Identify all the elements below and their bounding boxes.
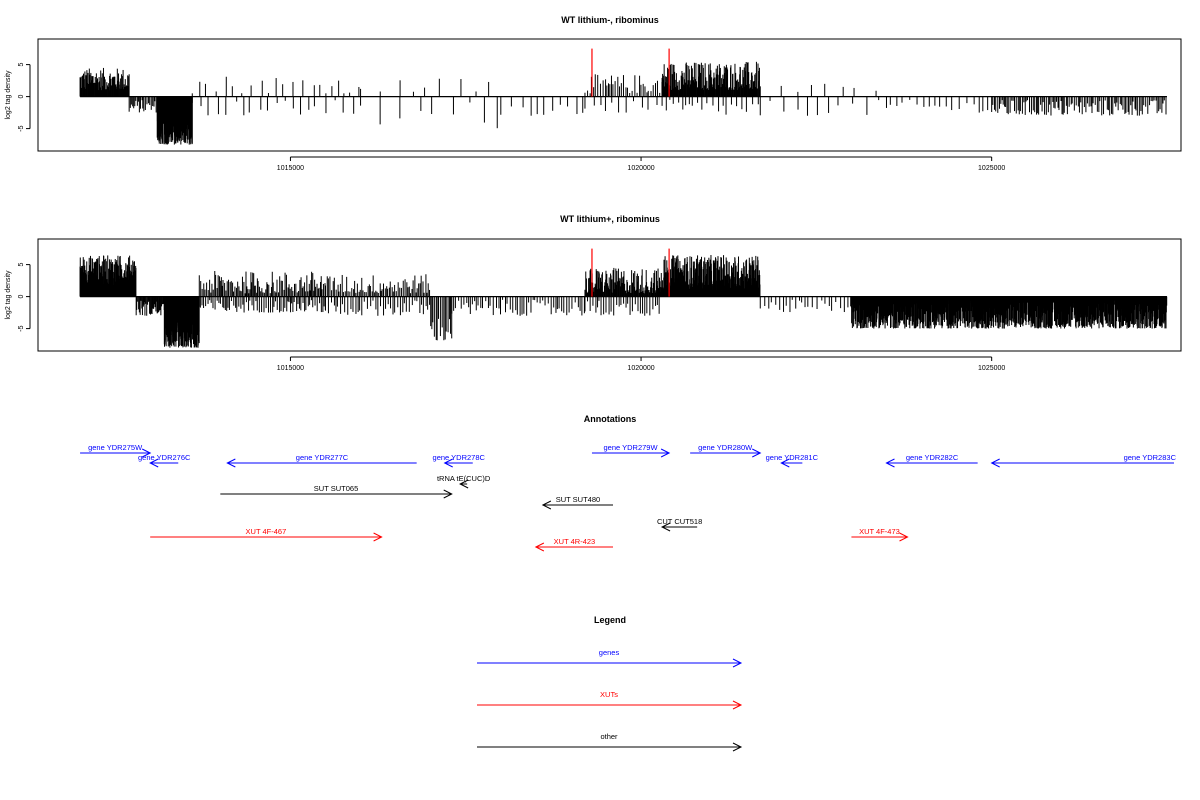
feature-label: XUT 4F-473	[859, 527, 900, 536]
marker-lines	[591, 48, 670, 97]
signal-bars	[79, 61, 1167, 145]
annotations-title: Annotations	[584, 414, 637, 424]
feature-label: SUT SUT480	[556, 495, 600, 504]
legend-entries: genes XUTs other	[477, 648, 743, 752]
y-tick-label: 0	[18, 95, 25, 99]
feature-arrow: XUT 4R-423	[534, 537, 614, 552]
x-tick-label: 1015000	[277, 165, 304, 172]
feature-label: gene YDR279W	[604, 443, 659, 452]
legend-entry: genes	[477, 648, 743, 668]
feature-label: gene YDR282C	[906, 453, 959, 462]
y-tick-label: -5	[18, 125, 25, 131]
x-tick-label: 1020000	[627, 165, 654, 172]
feature-label: gene YDR277C	[296, 453, 349, 462]
feature-arrow: SUT SUT065	[220, 484, 453, 499]
feature-label: gene YDR278C	[433, 453, 486, 462]
signal-panel-lithium-minus: WT lithium-, ribominus -5 0 5 1015000 10200…	[5, 15, 1182, 172]
panel-title: WT lithium-, ribominus	[561, 15, 659, 25]
y-axis: -5 0 5	[18, 263, 31, 332]
y-tick-label: 0	[18, 295, 25, 299]
signal-panel-lithium-plus: WT lithium+, ribominus -5 0 5 1015000 10200…	[5, 214, 1182, 372]
x-axis: 1015000 1020000 1025000	[277, 356, 1005, 372]
feature-arrow: XUT 4F-473	[851, 527, 909, 542]
feature-label: gene YDR281C	[766, 453, 819, 462]
legend-entry: other	[477, 732, 743, 752]
legend-entry: XUTs	[477, 690, 743, 710]
marker-lines	[591, 248, 670, 297]
feature-arrow: gene YDR279W	[591, 443, 671, 458]
feature-label: gene YDR275W	[88, 443, 143, 452]
legend-label: XUTs	[600, 690, 618, 699]
plot-frame	[37, 38, 1182, 152]
feature-label: gene YDR280W	[698, 443, 753, 452]
plot-frame	[37, 238, 1182, 352]
y-axis: -5 0 5	[18, 63, 31, 132]
x-tick-label: 1025000	[978, 365, 1005, 372]
x-axis: 1015000 1020000 1025000	[277, 156, 1005, 172]
feature-arrow: gene YDR277C	[226, 453, 417, 468]
feature-label: XUT 4F-467	[246, 527, 287, 536]
signal-bars	[79, 255, 1168, 348]
x-tick-label: 1020000	[627, 365, 654, 372]
legend-label: other	[600, 732, 618, 741]
feature-arrow: gene YDR282C	[885, 453, 978, 468]
y-tick-label: 5	[18, 63, 25, 67]
feature-arrow: gene YDR281C	[766, 453, 819, 468]
feature-label: gene YDR276C	[138, 453, 191, 462]
feature-label: SUT SUT065	[314, 484, 358, 493]
panel-title: WT lithium+, ribominus	[560, 214, 660, 224]
feature-arrow: CUT CUT518	[657, 517, 702, 532]
x-tick-label: 1015000	[277, 365, 304, 372]
feature-arrow: gene YDR275W	[80, 443, 152, 458]
feature-label: gene YDR283C	[1124, 453, 1177, 462]
feature-arrow: gene YDR276C	[138, 453, 191, 468]
feature-arrow: XUT 4F-467	[150, 527, 383, 542]
feature-arrow: gene YDR278C	[433, 453, 486, 468]
feature-label: CUT CUT518	[657, 517, 702, 526]
legend: Legend genes XUTs other	[477, 615, 743, 752]
y-axis-label: log2 tag density	[5, 70, 12, 120]
y-tick-label: 5	[18, 263, 25, 267]
feature-arrow: gene YDR280W	[690, 443, 762, 458]
legend-title: Legend	[594, 615, 626, 625]
y-axis-label: log2 tag density	[5, 270, 12, 320]
feature-label: XUT 4R-423	[554, 537, 596, 546]
feature-arrow: gene YDR283C	[990, 453, 1177, 468]
legend-label: genes	[599, 648, 620, 657]
y-tick-label: -5	[18, 325, 25, 331]
feature-arrow: SUT SUT480	[541, 495, 614, 510]
feature-arrow: tRNA tE(CUC)D	[437, 474, 491, 489]
feature-label: tRNA tE(CUC)D	[437, 474, 491, 483]
x-tick-label: 1025000	[978, 165, 1005, 172]
